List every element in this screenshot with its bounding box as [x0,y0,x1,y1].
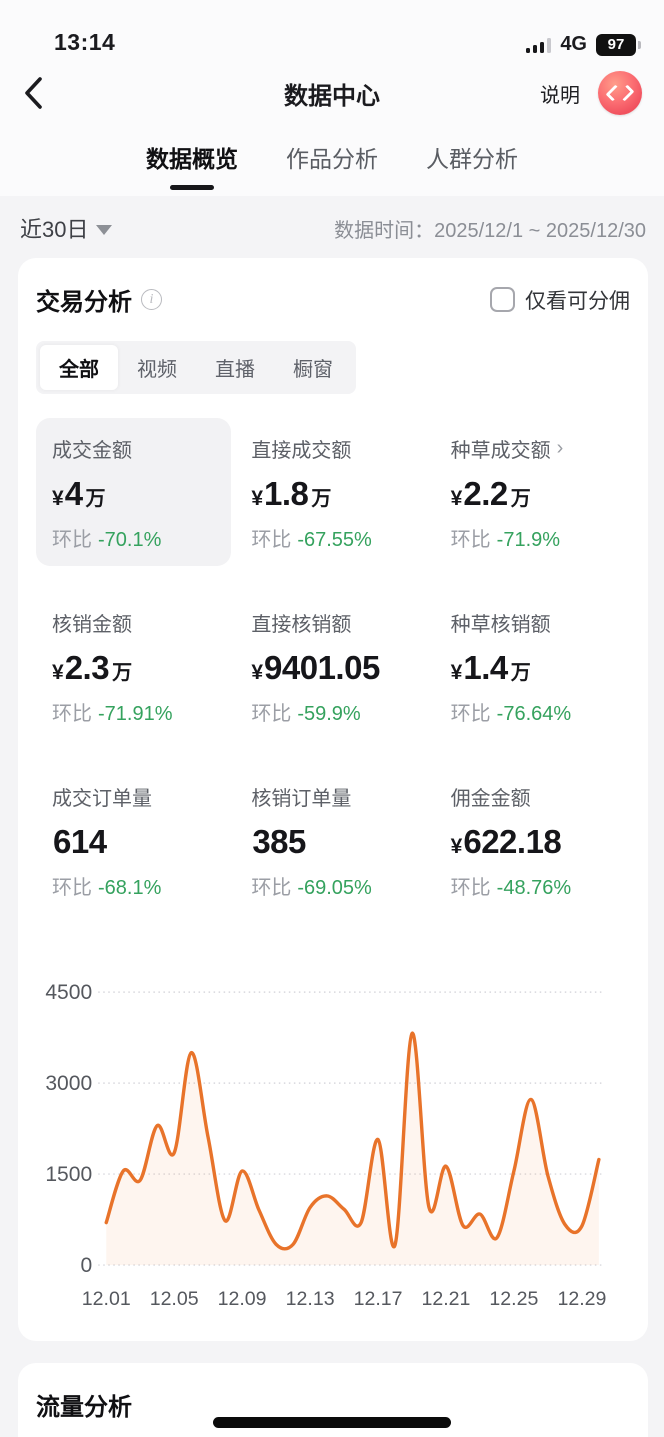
metric-commission[interactable]: 佣金金额 ¥622.18 环比 -48.76% [450,788,572,899]
status-bar: 13:14 4G 97 [0,0,664,62]
network-type-label: 4G [560,33,587,55]
navigation-header: 数据中心 说明 [0,62,664,124]
metric-direct-redeemed[interactable]: 直接核销额 ¥9401.05 环比 -59.9% [251,614,380,725]
metric-redeemed-order-count[interactable]: 核销订单量 385 环比 -69.05% [251,788,372,899]
metric-direct-gmv[interactable]: 直接成交额 ¥1.8 万 环比 -67.55% [251,440,372,551]
checkbox-label: 仅看可分佣 [525,289,630,313]
signal-strength-icon [525,37,552,53]
svg-text:0: 0 [80,1254,92,1277]
mom-change: -59.9% [297,703,361,725]
commission-only-checkbox-row[interactable]: 仅看可分佣 [490,285,630,315]
svg-text:1500: 1500 [45,1163,92,1186]
segment-video[interactable]: 视频 [137,359,177,381]
svg-text:12.05: 12.05 [150,1288,199,1310]
tab-audience-analysis[interactable]: 人群分析 [426,146,518,172]
date-range-label: 近30日 [20,217,89,242]
battery-percentage: 97 [607,36,625,53]
chevron-right-icon: › [556,437,564,459]
segment-live[interactable]: 直播 [215,359,255,381]
back-chevron-icon [25,77,42,109]
mom-change: -67.55% [297,529,372,551]
svg-text:12.09: 12.09 [218,1288,267,1310]
svg-text:12.17: 12.17 [354,1288,403,1310]
avatar[interactable] [598,71,642,115]
svg-text:12.21: 12.21 [422,1288,471,1310]
metric-redeemed-amount[interactable]: 核销金额 ¥2.3 万 环比 -71.91% [52,614,173,725]
help-link[interactable]: 说明 [540,84,580,107]
trade-analysis-card: 交易分析 i 仅看可分佣 全部 视频 直播 橱窗 成交金额 ¥4 万 环比 -70.… [18,258,648,1342]
svg-text:12.01: 12.01 [82,1288,131,1310]
chevron-down-icon [96,224,113,235]
mom-change: -48.76% [496,877,572,899]
trade-segment-control: 全部 视频 直播 橱窗 [36,341,356,394]
date-range-dropdown[interactable]: 近30日 [20,212,113,244]
mom-change: -71.91% [98,703,173,725]
tab-data-overview[interactable]: 数据概览 [146,140,238,196]
data-time-text: 数据时间：2025/12/1 ~ 2025/12/30 [334,219,646,242]
trade-section-title: 交易分析 [36,289,132,316]
checkbox-icon[interactable] [490,287,515,312]
metrics-grid: 成交金额 ¥4 万 环比 -70.1% 直接成交额 ¥1.8 万 环比 -67.55% … [36,418,630,914]
svg-text:12.29: 12.29 [557,1288,606,1310]
status-time: 13:14 [54,29,116,55]
svg-text:3000: 3000 [45,1072,92,1095]
segment-all[interactable]: 全部 [40,345,118,390]
traffic-section-title: 流量分析 [36,1394,132,1422]
top-tab-bar: 数据概览 作品分析 人群分析 [0,124,664,196]
info-icon[interactable]: i [141,289,162,310]
metric-seeding-gmv[interactable]: 种草成交额 › ¥2.2 万 环比 -71.9% [450,437,564,551]
trend-line-chart[interactable]: 0 1500 3000 4500 12.01 12.05 12.09 12.13 12.17 12… [36,958,630,1313]
svg-text:12.13: 12.13 [286,1288,335,1310]
back-button[interactable] [22,71,66,115]
mom-change: -68.1% [98,877,162,899]
metric-order-count[interactable]: 成交订单量 614 环比 -68.1% [52,788,162,899]
mom-change: -70.1% [98,529,162,551]
segment-showcase[interactable]: 橱窗 [293,359,333,381]
mom-change: -71.9% [496,529,561,551]
metric-seeding-redeemed[interactable]: 种草核销额 ¥1.4 万 环比 -76.64% [450,614,572,725]
metric-gmv[interactable]: 成交金额 ¥4 万 环比 -70.1% [36,418,232,566]
home-indicator[interactable] [213,1417,451,1428]
tab-content-analysis[interactable]: 作品分析 [286,146,378,172]
mom-change: -69.05% [297,877,372,899]
date-filter-row: 近30日 数据时间：2025/12/1 ~ 2025/12/30 [0,196,664,258]
svg-text:4500: 4500 [45,981,92,1004]
mom-change: -76.64% [496,703,572,725]
svg-text:12.25: 12.25 [489,1288,538,1310]
battery-icon: 97 [596,33,641,56]
